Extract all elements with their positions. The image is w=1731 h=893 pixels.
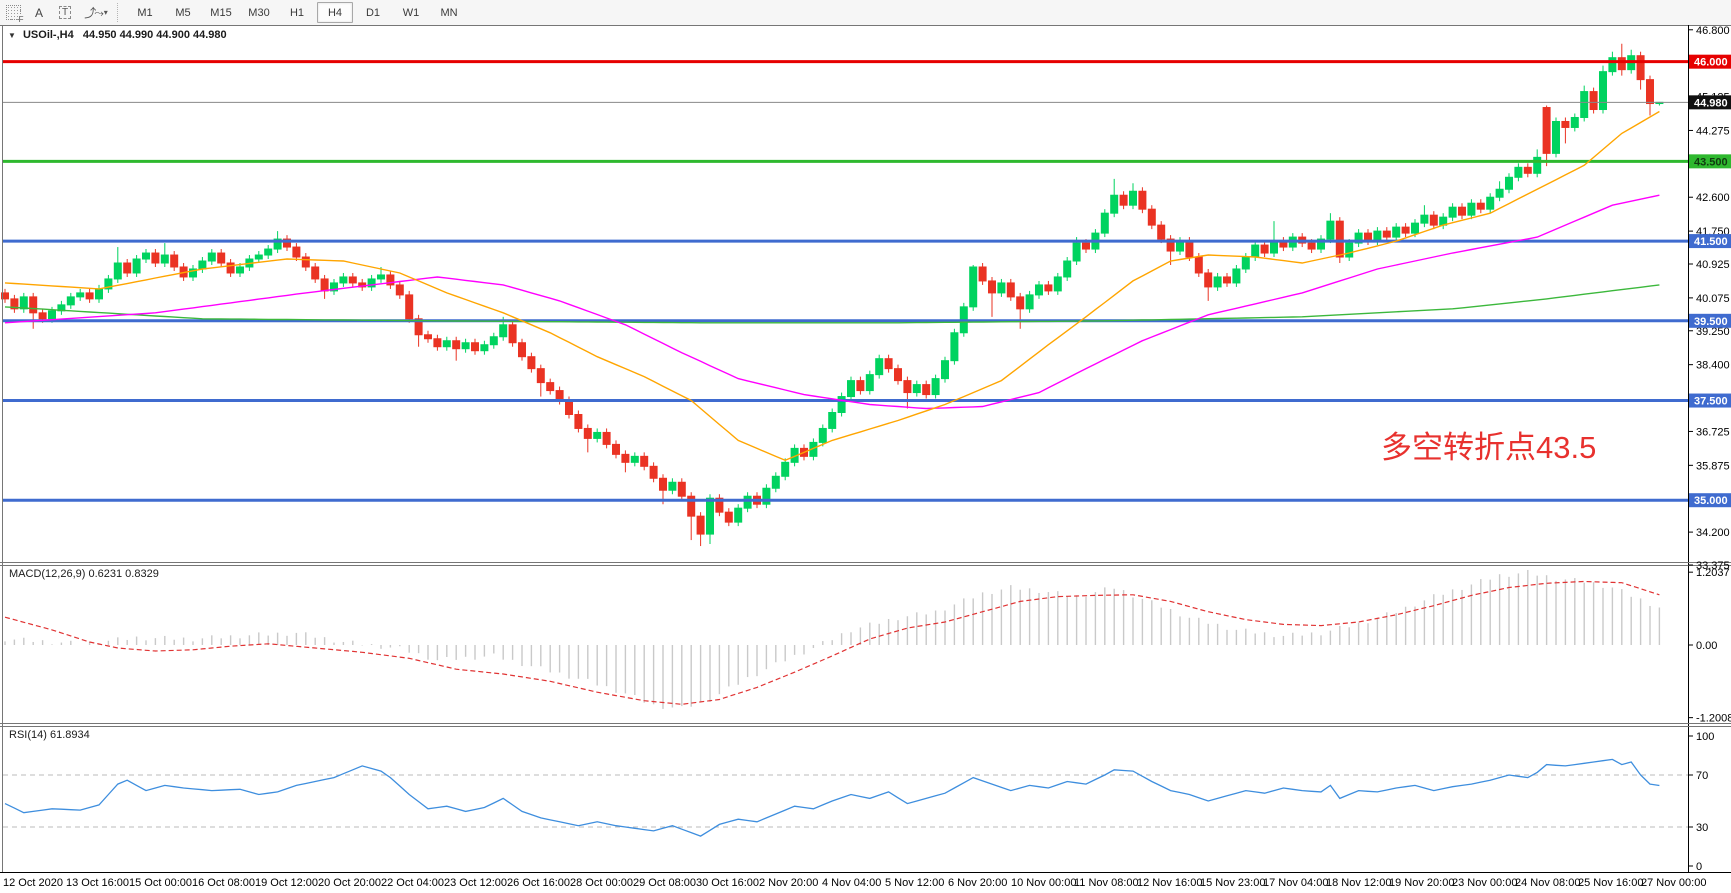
svg-text:70: 70 [1696,770,1708,782]
rsi-panel[interactable] [3,758,1688,837]
svg-text:43.500: 43.500 [1694,156,1728,168]
timeframe-button-W1[interactable]: W1 [402,6,420,19]
ma-mid-magenta [4,194,1660,410]
svg-text:29 Oct 08:00: 29 Oct 08:00 [633,877,696,889]
svg-text:39.500: 39.500 [1694,316,1728,328]
moving-averages [4,110,1660,462]
svg-text:15 Nov 23:00: 15 Nov 23:00 [1200,877,1265,889]
svg-text:41.500: 41.500 [1694,236,1728,248]
svg-text:38.400: 38.400 [1696,360,1730,372]
svg-text:-1.2008: -1.2008 [1696,713,1731,725]
toolbar-separator [117,3,123,22]
svg-text:12 Oct 2020: 12 Oct 2020 [3,877,63,889]
horizontal-lines [3,60,1688,502]
svg-text:44.275: 44.275 [1696,125,1730,137]
svg-text:22 Oct 04:00: 22 Oct 04:00 [381,877,444,889]
timeframe-group: M1 M5 M15 M30 H1 H4 D1 W1 MN [126,2,468,23]
svg-text:30 Oct 16:00: 30 Oct 16:00 [696,877,759,889]
svg-text:23 Oct 12:00: 23 Oct 12:00 [444,877,507,889]
svg-text:20 Oct 20:00: 20 Oct 20:00 [318,877,381,889]
svg-text:30: 30 [1696,822,1708,834]
svg-text:39.250: 39.250 [1696,326,1730,338]
svg-text:35.000: 35.000 [1694,495,1728,507]
svg-text:35.875: 35.875 [1696,460,1730,472]
time-axis[interactable]: 12 Oct 2020 13 Oct 16:00 15 Oct 00:00 16 Oc… [3,877,1706,889]
svg-text:18 Nov 12:00: 18 Nov 12:00 [1326,877,1391,889]
chart-title[interactable]: ▼ USOil-,H4 44.950 44.990 44.900 44.980 [8,29,227,41]
svg-text:33.375: 33.375 [1696,560,1730,572]
text-tool-icon[interactable]: T [53,2,77,23]
svg-text:25 Nov 16:00: 25 Nov 16:00 [1578,877,1643,889]
macd-indicator-label: MACD(12,26,9) 0.6231 0.8329 [9,568,159,580]
grid-f-icon[interactable]: F [1,2,25,24]
svg-text:15 Oct 00:00: 15 Oct 00:00 [129,877,192,889]
candles [1,43,1664,547]
svg-text:36.725: 36.725 [1696,426,1730,438]
svg-text:10 Nov 00:00: 10 Nov 00:00 [1011,877,1076,889]
symbol-dropdown-icon[interactable]: ▼ [8,31,16,40]
timeframe-button-H1[interactable]: H1 [289,6,305,19]
svg-text:11 Nov 08:00: 11 Nov 08:00 [1074,877,1139,889]
svg-text:27 Nov 00:00: 27 Nov 00:00 [1641,877,1706,889]
svg-text:19 Nov 20:00: 19 Nov 20:00 [1389,877,1454,889]
svg-text:13 Oct 16:00: 13 Oct 16:00 [66,877,129,889]
svg-text:1.2037: 1.2037 [1696,567,1730,579]
svg-text:2 Nov 20:00: 2 Nov 20:00 [759,877,818,889]
svg-text:37.500: 37.500 [1694,396,1728,408]
svg-text:4 Nov 04:00: 4 Nov 04:00 [822,877,881,889]
svg-text:0.00: 0.00 [1696,640,1717,652]
chart-text-annotation: 多空转折点43.5 [1381,430,1597,465]
rsi-indicator-label: RSI(14) 61.8934 [9,729,90,741]
ma-slow-green [4,284,1660,324]
svg-text:100: 100 [1696,731,1714,743]
timeframe-button-M30[interactable]: M30 [248,6,270,19]
timeframe-button-MN[interactable]: MN [440,6,458,19]
svg-text:46.800: 46.800 [1696,25,1730,37]
price-axis[interactable]: 46.80045.12544.27542.60041.75040.92540.0… [1688,25,1731,873]
svg-text:12 Nov 16:00: 12 Nov 16:00 [1137,877,1202,889]
macd-panel[interactable] [4,569,1661,709]
svg-text:24 Nov 08:00: 24 Nov 08:00 [1515,877,1580,889]
svg-text:44.980: 44.980 [1694,97,1728,109]
svg-text:40.925: 40.925 [1696,259,1730,271]
svg-text:28 Oct 00:00: 28 Oct 00:00 [570,877,633,889]
ohlc-values: 44.950 44.990 44.900 44.980 [82,29,227,41]
svg-text:17 Nov 04:00: 17 Nov 04:00 [1263,877,1328,889]
timeframe-button-D1[interactable]: D1 [365,6,381,19]
letter-a-icon[interactable]: A [34,5,43,20]
svg-text:0: 0 [1696,861,1702,873]
svg-text:23 Nov 00:00: 23 Nov 00:00 [1452,877,1517,889]
svg-text:26 Oct 16:00: 26 Oct 16:00 [507,877,570,889]
svg-text:40.075: 40.075 [1696,293,1730,305]
timeframe-button-M1[interactable]: M1 [137,6,153,19]
timeframe-button-M15[interactable]: M15 [210,6,232,19]
svg-text:19 Oct 12:00: 19 Oct 12:00 [255,877,318,889]
svg-text:16 Oct 08:00: 16 Oct 08:00 [192,877,255,889]
dropdown-caret-icon[interactable]: ▾ [103,8,108,17]
svg-text:6 Nov 20:00: 6 Nov 20:00 [948,877,1007,889]
ma-fast-orange [4,110,1660,462]
svg-text:5 Nov 12:00: 5 Nov 12:00 [885,877,944,889]
chart-frame [0,25,1731,873]
timeframe-button-H4[interactable]: H4 [317,2,353,23]
svg-text:46.000: 46.000 [1694,57,1728,69]
symbol-timeframe-label: USOil-,H4 [22,29,74,41]
timeframe-button-M5[interactable]: M5 [175,6,191,19]
cursor-tool-icon[interactable]: ⤴⤳ ▾ [84,6,108,20]
svg-text:42.600: 42.600 [1696,192,1730,204]
svg-text:34.200: 34.200 [1696,527,1730,539]
